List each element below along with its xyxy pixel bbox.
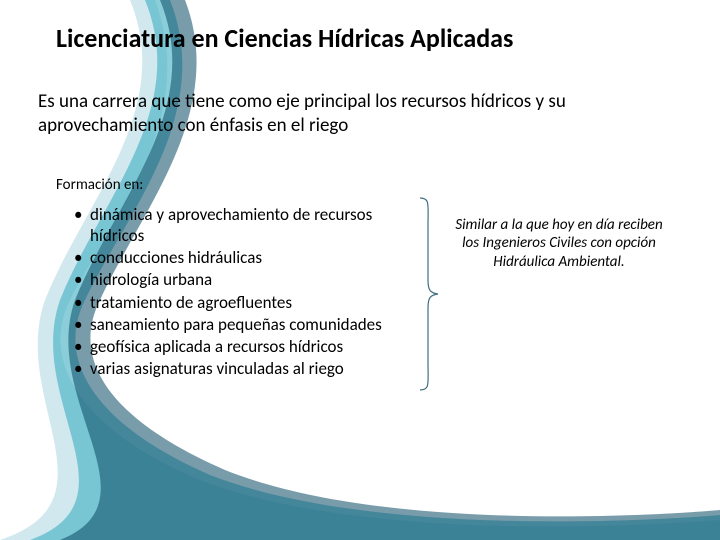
columns-wrap: Formación en: dinámica y aprovechamiento… <box>56 176 684 398</box>
list-item: dinámica y aprovechamiento de recursos h… <box>74 204 416 247</box>
list-item: saneamiento para pequeñas comunidades <box>74 314 416 335</box>
list-item: geofísica aplicada a recursos hídricos <box>74 336 416 357</box>
brace-wrap <box>416 176 442 398</box>
list-item: varias asignaturas vinculadas al riego <box>74 358 416 379</box>
side-note: Similar a la que hoy en día reciben los … <box>454 216 664 272</box>
list-item: tratamiento de agroefluentes <box>74 292 416 313</box>
intro-paragraph: Es una carrera que tiene como eje princi… <box>38 90 674 138</box>
list-item: conducciones hidráulicas <box>74 247 416 268</box>
list-item: hidrología urbana <box>74 269 416 290</box>
section-label: Formación en: <box>56 176 416 194</box>
curly-brace-icon <box>418 196 440 392</box>
right-column: Similar a la que hoy en día reciben los … <box>442 176 684 272</box>
slide-content: Licenciatura en Ciencias Hídricas Aplica… <box>0 0 720 398</box>
bullet-list: dinámica y aprovechamiento de recursos h… <box>56 204 416 380</box>
left-column: Formación en: dinámica y aprovechamiento… <box>56 176 416 381</box>
page-title: Licenciatura en Ciencias Hídricas Aplica… <box>56 22 684 54</box>
